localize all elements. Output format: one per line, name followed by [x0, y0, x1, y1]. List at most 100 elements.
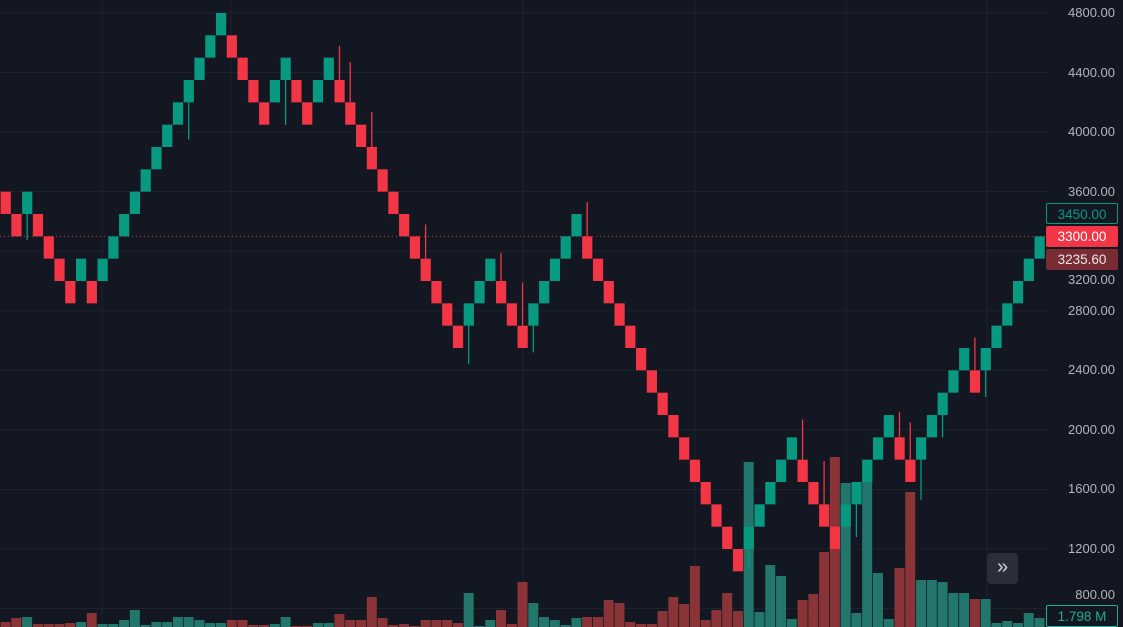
- price-axis-label: 4400.00: [1068, 64, 1115, 80]
- volume-bar: [97, 624, 108, 627]
- brick-up: [22, 191, 33, 215]
- volume-bar: [732, 611, 743, 627]
- price-axis-label: 4000.00: [1068, 124, 1115, 140]
- volume-bar: [237, 620, 248, 627]
- volume-bar: [948, 593, 959, 627]
- volume-bar: [646, 624, 657, 627]
- volume-bar: [840, 483, 851, 627]
- brick-down: [819, 504, 830, 527]
- brick-down: [506, 303, 517, 326]
- brick-down: [679, 437, 690, 460]
- brick-up: [754, 504, 765, 527]
- brick-up: [948, 370, 959, 393]
- brick-down: [657, 392, 668, 416]
- brick-up: [991, 325, 1002, 349]
- brick-up: [129, 191, 141, 215]
- brick-up: [474, 281, 485, 304]
- brick-down: [969, 370, 981, 393]
- volume-bar: [205, 623, 216, 627]
- brick-down: [442, 303, 453, 326]
- brick-up: [205, 35, 216, 58]
- brick-up: [312, 80, 324, 103]
- volume-bar: [517, 582, 528, 627]
- brick-down: [808, 482, 819, 505]
- volume-bar: [528, 603, 539, 627]
- scroll-to-realtime-button[interactable]: »: [987, 553, 1018, 584]
- volume-bar: [183, 617, 194, 627]
- brick-up: [75, 258, 87, 282]
- volume-bar: [420, 620, 431, 627]
- brick-up: [840, 504, 851, 527]
- brick-up: [463, 303, 474, 326]
- volume-bar: [11, 618, 22, 627]
- brick-up: [151, 147, 162, 170]
- last-brick-price-tag: 3300.00: [1046, 226, 1118, 247]
- volume-bar: [905, 492, 916, 627]
- price-axis-label: 2800.00: [1068, 302, 1115, 318]
- brick-down: [829, 526, 841, 550]
- brick-down: [345, 102, 356, 125]
- volume-bar: [108, 624, 119, 627]
- volume-bar: [151, 622, 162, 627]
- volume-tag: 1.798 M: [1046, 605, 1118, 627]
- brick-up: [215, 13, 227, 36]
- brick-down: [0, 191, 11, 215]
- volume-bar: [86, 613, 97, 627]
- volume-bar: [614, 603, 625, 627]
- price-axis-label: 2400.00: [1068, 362, 1115, 378]
- brick-down: [646, 370, 657, 393]
- volume-bar: [345, 620, 356, 627]
- brick-down: [248, 80, 259, 103]
- brick-up: [549, 258, 561, 282]
- volume-bar: [959, 593, 970, 627]
- volume-bar: [776, 576, 787, 627]
- volume-bar: [872, 573, 883, 627]
- brick-down: [452, 325, 464, 349]
- volume-bar: [377, 618, 388, 627]
- volume-bar: [43, 624, 54, 627]
- brick-down: [302, 102, 313, 125]
- brick-up: [786, 437, 797, 460]
- volume-bar: [1002, 621, 1013, 627]
- volume-bar: [431, 620, 442, 627]
- brick-up: [765, 482, 776, 505]
- volume-bar: [991, 623, 1002, 627]
- brick-up: [926, 415, 937, 438]
- volume-bar: [592, 617, 603, 627]
- volume-bar: [980, 599, 991, 627]
- price-axis-label: 2000.00: [1068, 421, 1115, 437]
- volume-bar: [851, 613, 862, 627]
- brick-down: [54, 258, 65, 282]
- volume-bar: [786, 619, 797, 627]
- volume-bar: [797, 600, 808, 627]
- volume-bar: [280, 617, 291, 627]
- brick-down: [86, 281, 97, 304]
- volume-bar: [916, 580, 927, 627]
- volume-bar: [1023, 613, 1034, 627]
- brick-up: [980, 348, 991, 371]
- brick-up: [883, 415, 894, 438]
- volume-bar: [366, 597, 377, 627]
- brick-up: [162, 124, 173, 148]
- brick-down: [603, 281, 614, 304]
- brick-up: [183, 80, 194, 103]
- volume-bar: [119, 620, 130, 627]
- volume-bar: [711, 610, 722, 627]
- brick-down: [894, 437, 905, 460]
- brick-up: [269, 80, 281, 103]
- volume-bar: [65, 623, 76, 627]
- brick-up: [1002, 303, 1013, 326]
- volume-bar: [0, 622, 11, 627]
- brick-up: [528, 303, 539, 326]
- volume-bar: [636, 624, 647, 627]
- brick-up: [862, 459, 873, 483]
- grid: [0, 0, 1048, 627]
- volume-bar: [355, 620, 366, 627]
- volume-bar: [1012, 623, 1023, 627]
- bricks: [0, 13, 1045, 572]
- volume-bar: [937, 582, 948, 627]
- price-axis-label: 3600.00: [1068, 183, 1115, 199]
- brick-down: [355, 124, 367, 148]
- volume-bar: [463, 593, 474, 627]
